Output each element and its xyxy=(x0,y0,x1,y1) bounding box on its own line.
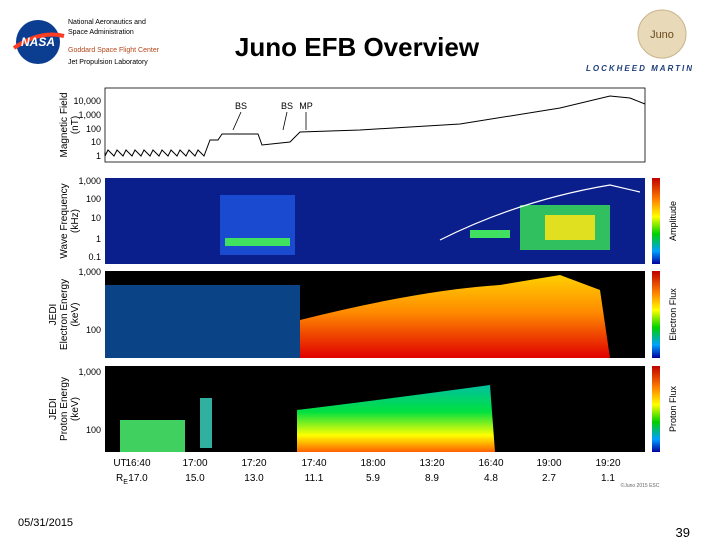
spectrum-patch xyxy=(545,215,595,240)
center-line: Goddard Space Flight Center xyxy=(68,47,160,54)
ut-tick-label: 17:40 xyxy=(301,458,326,469)
spectrum-patch xyxy=(200,398,212,448)
re-label-sub: E xyxy=(123,479,128,486)
figure-credit: ©Juno 2015 ESC xyxy=(621,482,660,489)
panel-tick-label: 100 xyxy=(86,124,101,134)
ut-tick-label: 19:20 xyxy=(595,458,620,469)
colorbar-label: Proton Flux xyxy=(668,385,678,432)
panel-tick-label: 10,000 xyxy=(73,96,101,106)
panel-tick-label: 1,000 xyxy=(78,367,101,377)
nasa-logo: NASA xyxy=(12,20,65,64)
panel-tick-label: 0.1 xyxy=(88,252,101,262)
slide-date: 05/31/2015 xyxy=(18,517,73,529)
panel-tick-label: 1,000 xyxy=(78,267,101,277)
panel-axis-label: (keV) xyxy=(70,303,81,327)
spectrum-patch xyxy=(225,238,290,246)
ut-tick-label: 19:00 xyxy=(536,458,561,469)
panel-tick-label: 10 xyxy=(91,137,101,147)
panel-tick-label: 100 xyxy=(86,425,101,435)
re-tick-label: 4.8 xyxy=(484,473,498,484)
electron-flux xyxy=(300,275,610,358)
spectrum-patch xyxy=(105,285,300,358)
re-label-main: R xyxy=(116,473,123,484)
panel-axis-label: JEDI xyxy=(48,304,59,326)
nasa-logo-text: NASA xyxy=(21,35,55,49)
re-label: RE xyxy=(116,473,128,486)
proton-flux xyxy=(297,385,495,452)
panel-axis-label: (kHz) xyxy=(70,209,81,233)
re-tick-label: 8.9 xyxy=(425,473,439,484)
panel-tick-label: 100 xyxy=(86,325,101,335)
juno-logo-text: Juno xyxy=(650,29,674,41)
lockheed-logo: LOCKHEED MARTIN xyxy=(586,64,694,73)
ut-tick-label: 17:00 xyxy=(182,458,207,469)
ut-tick-label: 16:40 xyxy=(478,458,503,469)
colorbar xyxy=(652,178,660,264)
spectrum-patch xyxy=(470,230,510,238)
magnetic-field-trace xyxy=(104,95,646,157)
panel-axis-label: Magnetic Field xyxy=(59,92,70,157)
re-tick-label: 5.9 xyxy=(366,473,380,484)
panel-axis-label: JEDI xyxy=(48,398,59,420)
ut-tick-label: 13:20 xyxy=(419,458,444,469)
agency-line: National Aeronautics and xyxy=(68,19,146,26)
region-annotation: BS xyxy=(235,101,247,111)
slide-title: Juno EFB Overview xyxy=(235,32,480,62)
region-annotation: MP xyxy=(299,101,313,111)
re-tick-label: 2.7 xyxy=(542,473,556,484)
panel-axis-label: (nT) xyxy=(70,116,81,134)
page-number: 39 xyxy=(676,525,690,540)
annotation-arrow xyxy=(282,111,288,131)
agency-line: Space Administration xyxy=(68,29,134,36)
colorbar xyxy=(652,271,660,358)
annotation-arrow xyxy=(232,111,242,131)
panel-axis-label: Wave Frequency xyxy=(59,183,70,258)
center-line: Jet Propulsion Laboratory xyxy=(68,59,148,66)
re-tick-label: 11.1 xyxy=(305,473,324,484)
panel-bg xyxy=(104,87,646,163)
re-tick-label: 13.0 xyxy=(244,473,264,484)
panel-tick-label: 1 xyxy=(96,151,101,161)
cyclotron-line xyxy=(439,184,641,241)
ut-tick-label: 17:20 xyxy=(241,458,266,469)
panel-tick-label: 1,000 xyxy=(78,176,101,186)
colorbar xyxy=(652,366,660,452)
colorbar-label: Electron Flux xyxy=(668,288,678,341)
spectrum-patch xyxy=(120,420,185,452)
panel-tick-label: 10 xyxy=(91,213,101,223)
panel-axis-label: (keV) xyxy=(70,397,81,421)
panel-tick-label: 1,000 xyxy=(78,110,101,120)
re-tick-label: 1.1 xyxy=(601,473,615,484)
re-tick-label: 17.0 xyxy=(128,473,148,484)
region-annotation: BS xyxy=(281,101,293,111)
re-tick-label: 15.0 xyxy=(185,473,205,484)
panel-tick-label: 100 xyxy=(86,194,101,204)
panel-axis-label: Electron Energy xyxy=(59,279,70,350)
juno-logo: Juno xyxy=(637,9,687,59)
ut-tick-label: 16:40 xyxy=(125,458,150,469)
ut-tick-label: 18:00 xyxy=(360,458,385,469)
figure: Magnetic Field (nT) 10,000 1,000 100 10 1 BS BS M… xyxy=(48,87,678,489)
panel-axis-label: Proton Energy xyxy=(59,377,70,441)
ut-label: UT xyxy=(113,458,126,469)
colorbar-label: Amplitude xyxy=(668,201,678,241)
panel-tick-label: 1 xyxy=(96,234,101,244)
